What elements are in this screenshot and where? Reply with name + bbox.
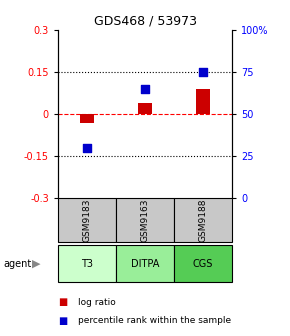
Bar	[174, 198, 232, 242]
Title: GDS468 / 53973: GDS468 / 53973	[93, 15, 197, 28]
Point	[143, 86, 147, 92]
Text: ■: ■	[58, 316, 67, 326]
Text: T3: T3	[81, 259, 93, 269]
Bar	[80, 114, 94, 123]
Bar	[58, 198, 116, 242]
Bar	[116, 198, 174, 242]
Text: CGS: CGS	[193, 259, 213, 269]
Bar	[196, 89, 210, 114]
Bar	[138, 103, 152, 114]
Text: GSM9163: GSM9163	[140, 198, 150, 242]
Bar	[116, 245, 174, 282]
Text: GSM9188: GSM9188	[198, 198, 208, 242]
Point	[85, 145, 89, 151]
Text: percentile rank within the sample: percentile rank within the sample	[78, 317, 231, 325]
Text: ▶: ▶	[32, 259, 41, 269]
Point	[201, 70, 205, 75]
Text: log ratio: log ratio	[78, 298, 116, 307]
Bar	[58, 245, 116, 282]
Text: GSM9183: GSM9183	[82, 198, 92, 242]
Bar	[174, 245, 232, 282]
Text: DITPA: DITPA	[131, 259, 159, 269]
Text: ■: ■	[58, 297, 67, 307]
Text: agent: agent	[3, 259, 31, 269]
